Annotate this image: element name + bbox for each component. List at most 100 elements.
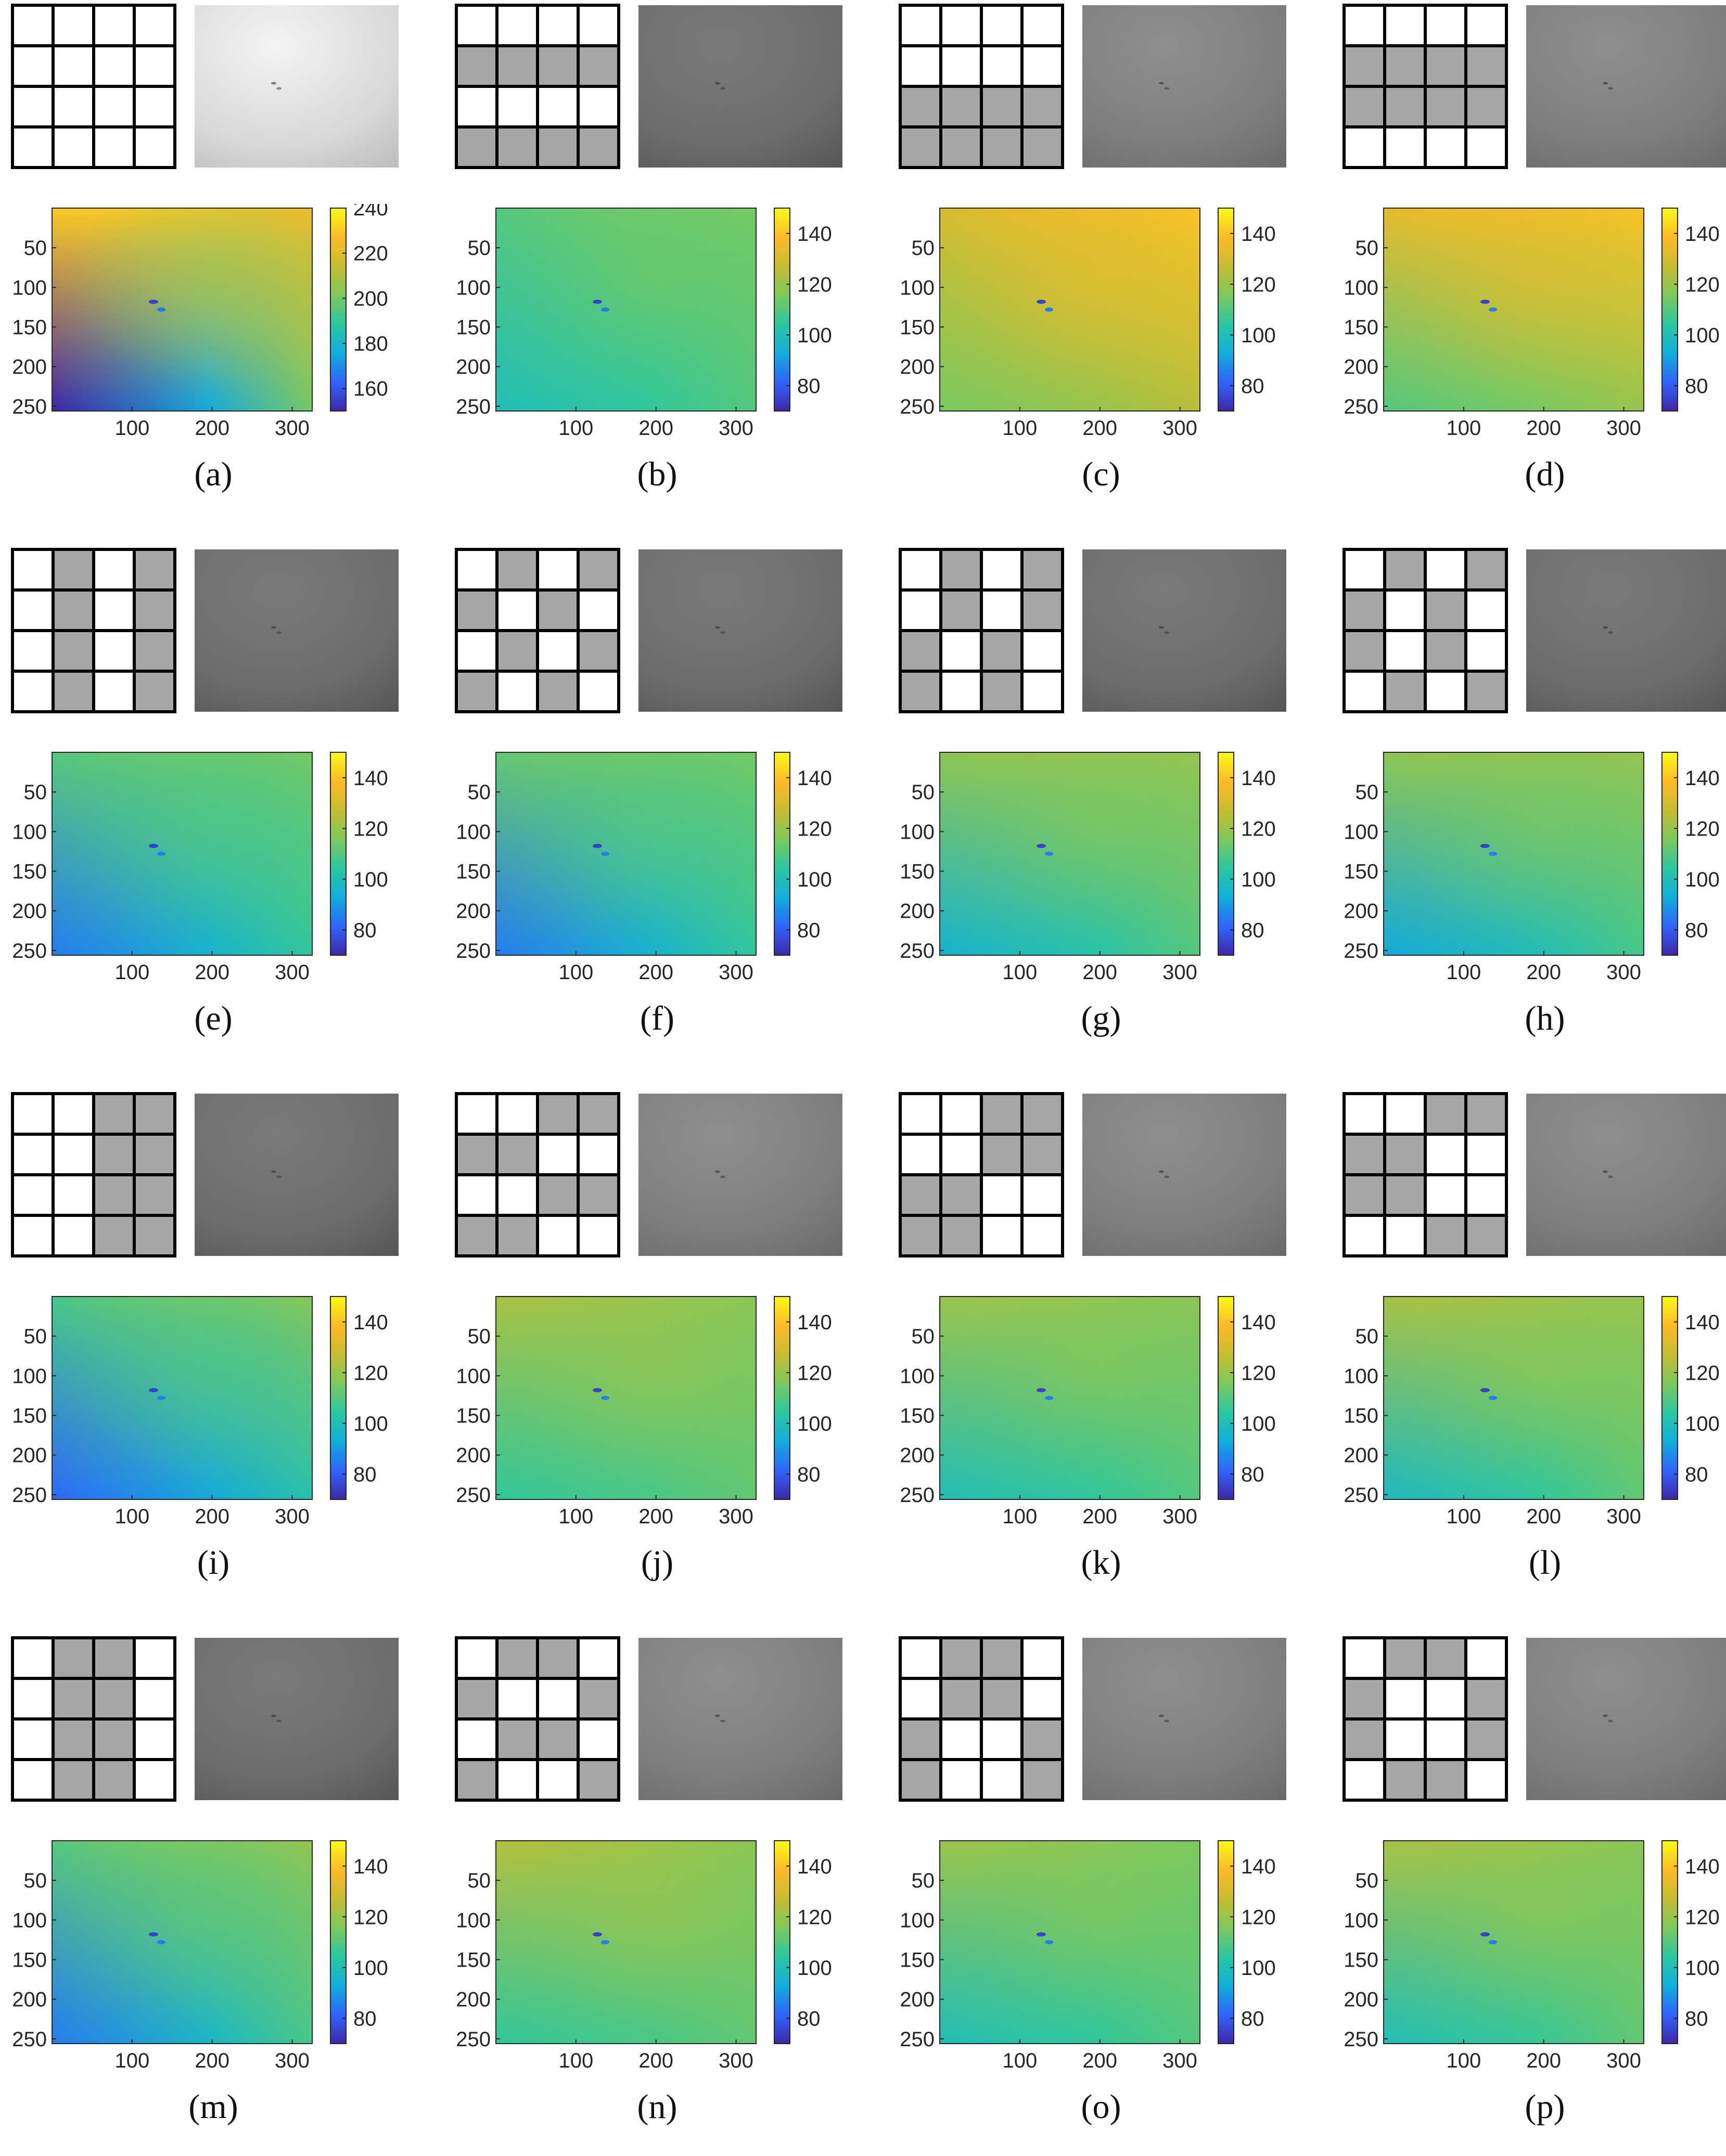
- mask-cell: [1425, 1638, 1466, 1678]
- colorbar-tick-label: 100: [1685, 1957, 1720, 1980]
- mask-cell: [578, 86, 619, 127]
- mask-cell: [94, 1175, 134, 1215]
- x-tick-label: 200: [1082, 961, 1117, 984]
- panel-caption: (g): [1081, 999, 1121, 1037]
- mask-gridline: [899, 670, 1064, 673]
- panel-caption: (p): [1525, 2088, 1565, 2126]
- mask-grid: [1343, 1092, 1508, 1257]
- mask-cell: [981, 5, 1022, 46]
- mask-gridline: [92, 4, 95, 169]
- mask-cell: [941, 1760, 981, 1800]
- mask-cell: [981, 631, 1022, 671]
- mask-gridline: [899, 125, 1064, 129]
- grayscale-image: [195, 5, 399, 168]
- colorbar-tick-label: 120: [1241, 817, 1276, 840]
- colorbar-tick-label: 140: [1241, 767, 1276, 790]
- mask-gridline: [1464, 1636, 1467, 1802]
- mask-cell: [1022, 1175, 1063, 1215]
- mask-cell: [981, 1134, 1022, 1175]
- mask-cell: [53, 1638, 94, 1678]
- figure-panel: 100 200 300 50 100 150 200 250 140 120 100 80 (m): [5, 1636, 421, 2156]
- mask-cell: [94, 1638, 134, 1678]
- mask-cell: [1344, 549, 1385, 590]
- y-tick-label: 150: [12, 861, 47, 883]
- mask-gridline: [899, 1254, 1064, 1257]
- y-tick-label: 150: [456, 1949, 491, 1972]
- mask-cell: [53, 671, 94, 712]
- mask-cell: [12, 1719, 53, 1760]
- colorbar-tick-label: 100: [1685, 868, 1720, 891]
- mask-cell: [1344, 1094, 1385, 1134]
- mask-cell: [900, 1678, 941, 1719]
- mask-gridline: [11, 670, 176, 673]
- panel-caption: (a): [194, 455, 233, 493]
- mask-cell: [900, 1638, 941, 1678]
- mask-gridline: [11, 710, 176, 713]
- mask-cell: [1466, 671, 1506, 712]
- mask-cell: [1344, 46, 1385, 86]
- mask-cell: [900, 46, 941, 86]
- x-tick-label: 200: [1526, 2049, 1561, 2072]
- grayscale-image: [195, 549, 399, 712]
- heatmap-chart: 100 200 300 50 100 150 200 250 140 120 100 80: [456, 1840, 832, 2072]
- mask-cell: [578, 1134, 619, 1175]
- mask-cell: [941, 1678, 981, 1719]
- y-tick-label: 250: [456, 940, 491, 962]
- mask-gridline: [899, 166, 1064, 169]
- heatmap-chart: 100 200 300 50 100 150 200 250 140 120 100 80: [1344, 752, 1720, 984]
- colorbar-tick-label: 100: [797, 1957, 832, 1980]
- panel-caption: (o): [1081, 2088, 1121, 2126]
- mask-gridline: [173, 548, 176, 713]
- mask-cell: [12, 549, 53, 590]
- mask-cell: [981, 671, 1022, 712]
- figure-panel: 100 200 300 50 100 150 200 250 140 120 100 80 (f): [449, 547, 865, 1068]
- mask-gridline: [133, 1636, 136, 1802]
- mask-cell: [53, 1134, 94, 1175]
- colorbar-tick-label: 80: [797, 2007, 821, 2030]
- colorbar-tick-label: 120: [1685, 1906, 1720, 1929]
- mask-cell: [134, 46, 175, 86]
- colorbar-tick-label: 80: [1685, 1463, 1708, 1486]
- y-tick-label: 50: [468, 237, 491, 260]
- mask-cell: [94, 671, 134, 712]
- colorbar: [1661, 1840, 1678, 2044]
- y-tick-label: 100: [456, 276, 491, 299]
- y-tick-label: 250: [12, 2028, 47, 2051]
- mask-cell: [456, 1760, 497, 1800]
- mask-gridline: [1424, 1092, 1427, 1257]
- heatmap-chart: 100 200 300 50 100 150 200 250 140 120 100 80: [456, 208, 832, 440]
- mask-cell: [1466, 86, 1506, 127]
- mask-cell: [497, 671, 538, 712]
- mask-cell: [900, 86, 941, 127]
- figure-panel: 100 200 300 50 100 150 200 250 140 120 100 80 (d): [1337, 3, 1726, 523]
- y-tick-label: 50: [24, 781, 47, 804]
- mask-cell: [941, 1215, 981, 1256]
- mask-gridline: [536, 1092, 539, 1257]
- mask-cell: [12, 86, 53, 127]
- y-tick-label: 100: [900, 1365, 935, 1388]
- x-tick-label: 100: [558, 961, 593, 984]
- mask-cell: [94, 1094, 134, 1134]
- mask-gridline: [536, 4, 539, 169]
- colorbar-tick-label: 140: [1685, 767, 1720, 790]
- mask-cell: [538, 1094, 578, 1134]
- colorbar-tick-label: 120: [797, 273, 832, 296]
- y-tick-label: 200: [456, 356, 491, 379]
- mask-cell: [1385, 1678, 1425, 1719]
- mask-cell: [981, 46, 1022, 86]
- colorbar-tick-label: 100: [1685, 1413, 1720, 1435]
- colorbar-tick-label: 100: [1685, 324, 1720, 347]
- colorbar-tick-label: 80: [1241, 919, 1264, 942]
- mask-cell: [497, 631, 538, 671]
- mask-cell: [1344, 127, 1385, 168]
- mask-gridline: [1061, 548, 1064, 713]
- mask-gridline: [1424, 548, 1427, 713]
- mask-grid: [11, 4, 176, 169]
- mask-cell: [900, 5, 941, 46]
- mask-cell: [1385, 1215, 1425, 1256]
- mask-cell: [456, 1678, 497, 1719]
- mask-cell: [1466, 1215, 1506, 1256]
- mask-cell: [1344, 671, 1385, 712]
- colorbar-tick-label: 120: [1685, 1362, 1720, 1384]
- y-tick-label: 100: [456, 820, 491, 843]
